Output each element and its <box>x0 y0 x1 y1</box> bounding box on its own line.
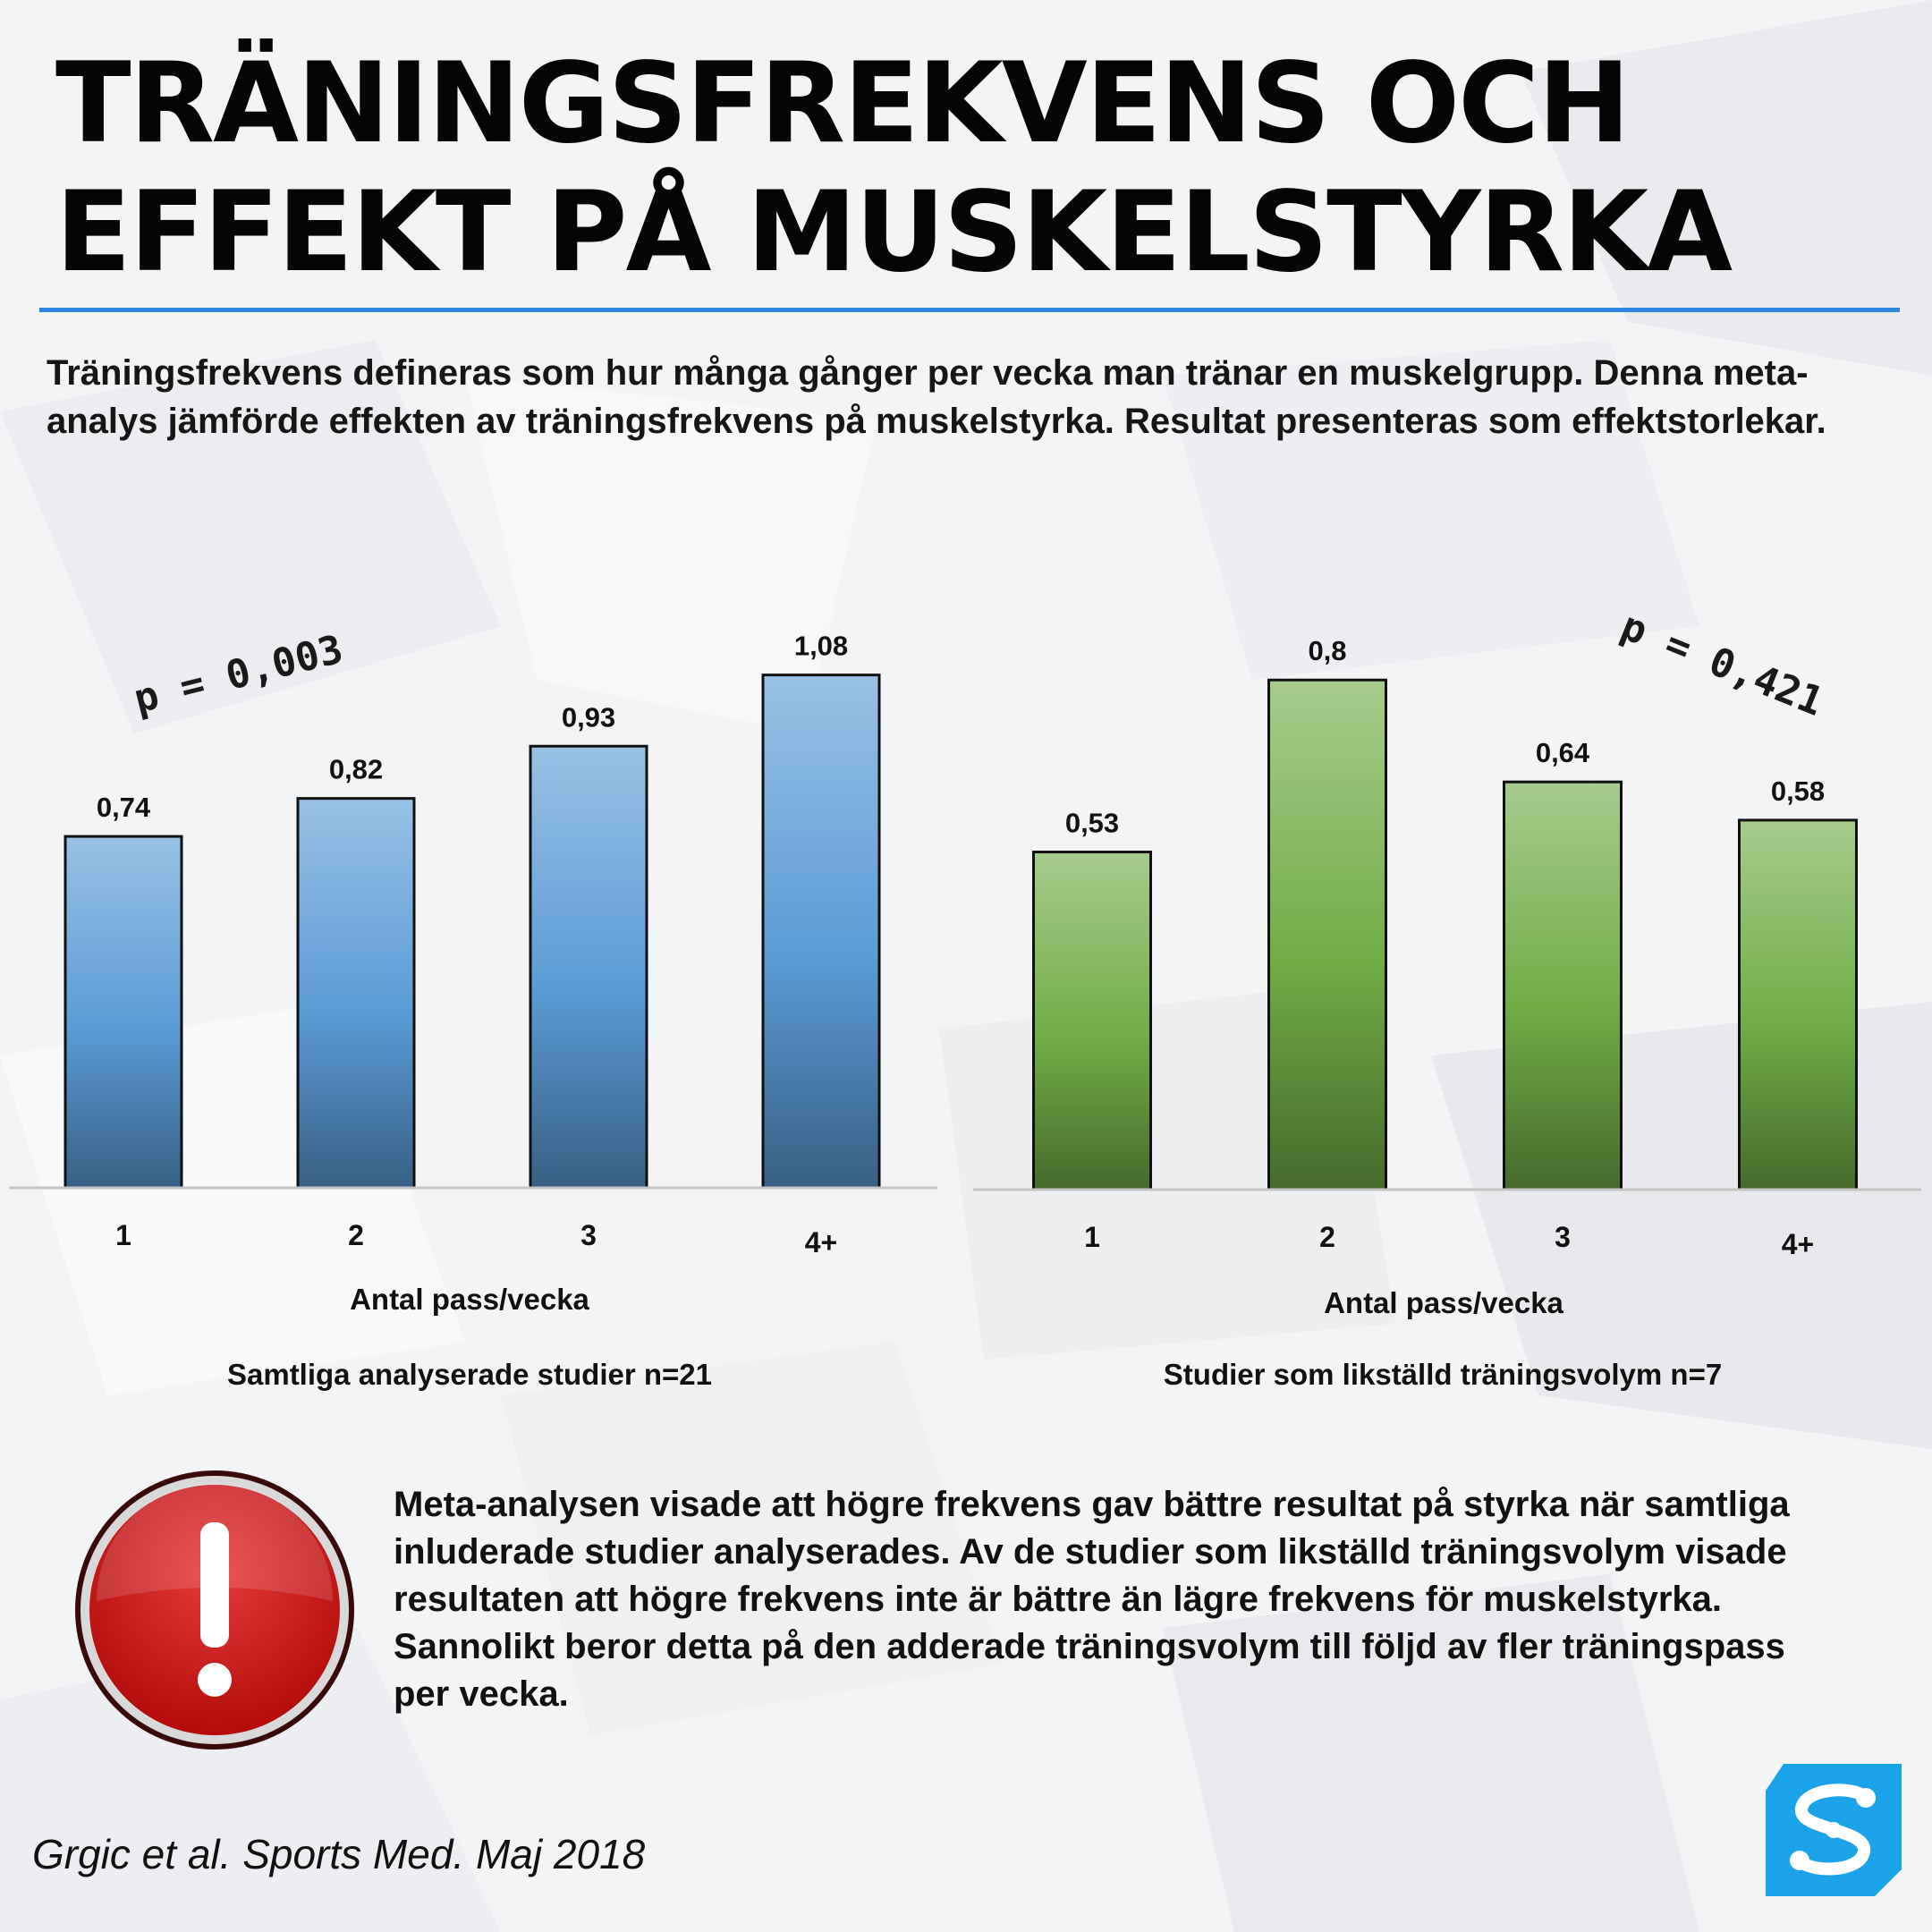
value-label-4+: 1,08 <box>794 631 848 662</box>
x-axis-label: Antal pass/vecka <box>1324 1286 1563 1319</box>
bar-1 <box>1032 851 1152 1191</box>
p-value-annotation: p = 0,421 <box>1614 603 1829 725</box>
bar-2 <box>296 797 416 1190</box>
value-label-1: 0,74 <box>97 792 151 823</box>
value-label-1: 0,53 <box>1065 808 1119 839</box>
conclusion-paragraph: Meta-analysen visade att högre frekvens … <box>394 1485 1790 1714</box>
value-label-3: 0,64 <box>1536 737 1590 768</box>
page-title: TRÄNINGSFREKVENS OCH EFFEKT PÅ MUSKELSTY… <box>55 39 1733 297</box>
tick-label-2: 2 <box>1319 1221 1335 1253</box>
tick-label-1: 1 <box>1084 1221 1100 1253</box>
tick-label-3: 3 <box>580 1219 597 1251</box>
chart-equal-volume: 0,53 1 0,8 2 0,64 3 0,58 4+ Antal pass/vecka p = … <box>973 603 1921 1319</box>
x-axis-label: Antal pass/vecka <box>350 1283 589 1316</box>
value-label-3: 0,93 <box>562 701 615 733</box>
title-divider <box>39 308 1900 312</box>
title-line-2: EFFEKT PÅ MUSKELSTYRKA <box>55 168 1733 297</box>
tick-label-1: 1 <box>115 1219 131 1251</box>
value-label-2: 0,8 <box>1308 635 1346 666</box>
bar-3 <box>1503 780 1623 1191</box>
tick-label-2: 2 <box>348 1219 364 1251</box>
value-label-4+: 0,58 <box>1771 775 1825 807</box>
exclamation-warning-icon <box>75 1470 354 1750</box>
brand-logo-icon <box>1766 1764 1902 1896</box>
bar-3 <box>529 744 648 1190</box>
intro-paragraph: Träningsfrekvens defineras som hur många… <box>47 353 1826 441</box>
title-line-1: TRÄNINGSFREKVENS OCH <box>55 39 1631 168</box>
chart-2-subtitle: Studier som likställd träningsvolym n=7 <box>1163 1358 1723 1391</box>
tick-label-3: 3 <box>1555 1221 1571 1253</box>
bar-2 <box>1267 678 1387 1191</box>
bar-1 <box>64 835 183 1190</box>
bar-4+ <box>1738 818 1858 1191</box>
tick-label-4+: 4+ <box>805 1226 837 1258</box>
chart-1-subtitle: Samtliga analyserade studier n=21 <box>226 1358 712 1391</box>
value-label-2: 0,82 <box>329 754 383 785</box>
citation: Grgic et al. Sports Med. Maj 2018 <box>32 1831 646 1877</box>
tick-label-4+: 4+ <box>1782 1228 1814 1260</box>
